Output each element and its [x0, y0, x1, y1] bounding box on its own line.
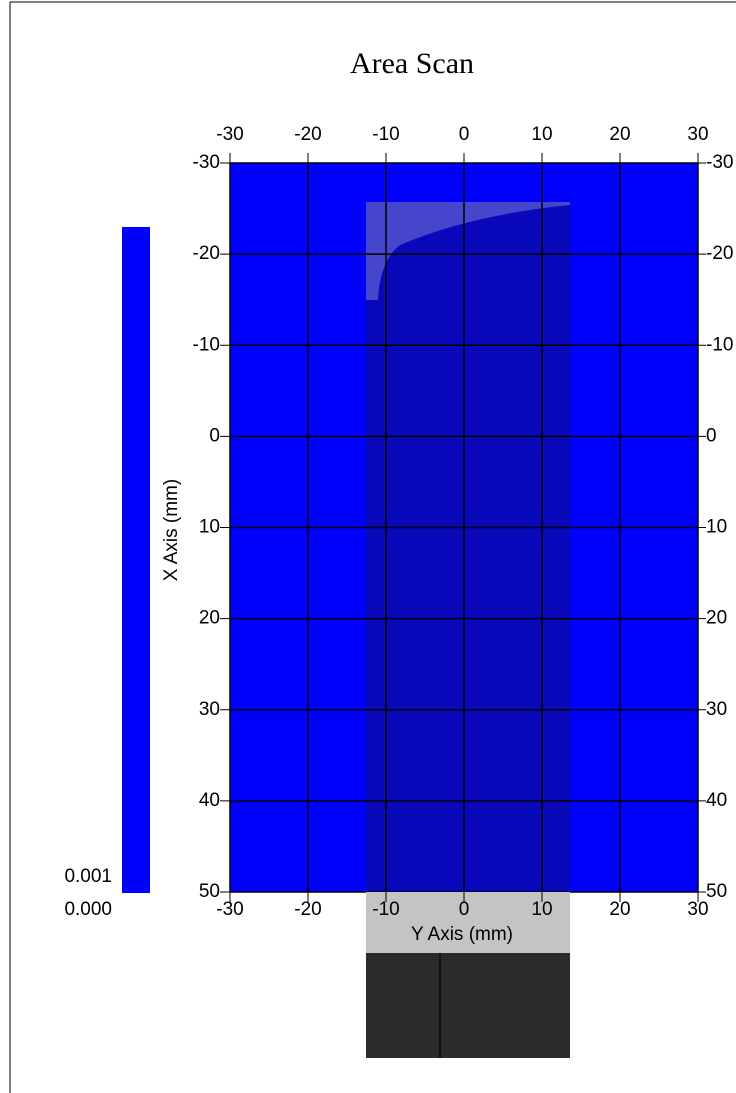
- y-tick-label-left: 40: [199, 790, 220, 811]
- x-tick-label-bottom: 20: [609, 899, 630, 920]
- x-tick-label-bottom: -30: [216, 899, 243, 920]
- y-tick-label-left: 10: [199, 517, 220, 538]
- x-axis-title: Y Axis (mm): [411, 924, 513, 945]
- y-tick-label-right: 10: [706, 517, 727, 538]
- y-tick-label-left: 20: [199, 608, 220, 629]
- x-tick-label-top: 0: [459, 124, 470, 145]
- colorbar-label: 0.001: [64, 866, 112, 887]
- y-tick-label-right: -30: [706, 152, 733, 173]
- y-tick-label-right: 0: [706, 425, 717, 446]
- plot-area: [229, 162, 699, 893]
- y-tick-label-left: -30: [193, 152, 220, 173]
- y-tick-label-right: 30: [706, 699, 727, 720]
- chart-title: Area Scan: [350, 47, 474, 80]
- x-tick-label-top: 30: [687, 124, 708, 145]
- y-tick-label-right: -20: [706, 243, 733, 264]
- y-tick-label-left: -10: [193, 334, 220, 355]
- x-tick-label-bottom: 0: [459, 899, 470, 920]
- y-tick-label-right: 50: [706, 881, 727, 902]
- y-tick-label-left: 50: [199, 881, 220, 902]
- x-tick-label-top: -10: [372, 124, 399, 145]
- y-tick-label-right: 20: [706, 608, 727, 629]
- camera-image-highlight: [366, 202, 570, 300]
- y-tick-label-left: 30: [199, 699, 220, 720]
- x-tick-label-top: -20: [294, 124, 321, 145]
- x-tick-label-bottom: 30: [687, 899, 708, 920]
- y-tick-label-left: 0: [209, 425, 220, 446]
- y-tick-label-left: -20: [193, 243, 220, 264]
- x-tick-label-bottom: -20: [294, 899, 321, 920]
- x-tick-label-top: -30: [216, 124, 243, 145]
- x-tick-label-top: 20: [609, 124, 630, 145]
- camera-image-lower: [366, 892, 570, 953]
- y-axis-title: X Axis (mm): [161, 479, 182, 581]
- colorbar-label: 0.000: [64, 899, 112, 920]
- colorbar: [122, 227, 150, 893]
- x-tick-label-top: 10: [531, 124, 552, 145]
- x-tick-label-bottom: 10: [531, 899, 552, 920]
- y-tick-label-right: -10: [706, 334, 733, 355]
- camera-image: [366, 202, 570, 892]
- y-tick-label-right: 40: [706, 790, 727, 811]
- x-tick-label-bottom: -10: [372, 899, 399, 920]
- axis-labels: -30 -30 -20 -20 -10 -10 0 0 10 10 20 20 30 30 -30 -30 -2…: [64, 124, 733, 920]
- camera-image-base: [366, 953, 570, 1058]
